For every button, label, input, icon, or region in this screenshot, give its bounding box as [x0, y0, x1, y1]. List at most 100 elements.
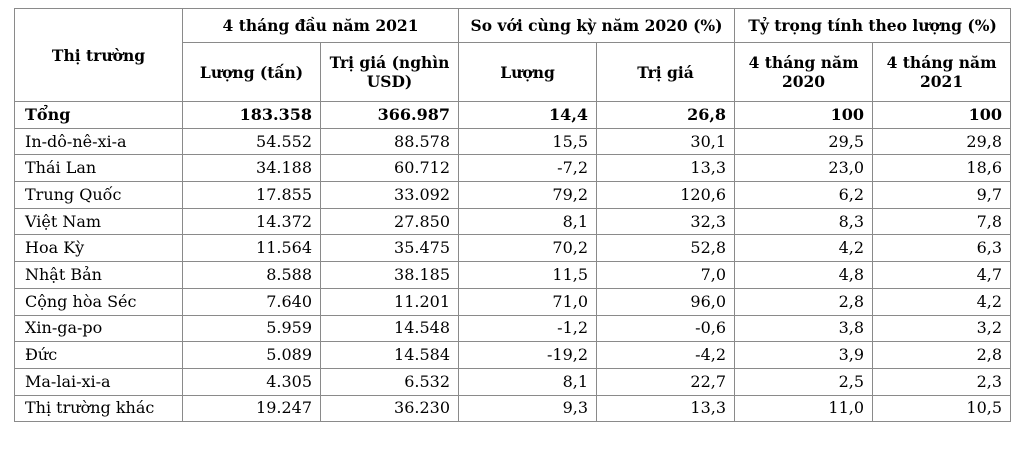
cell-yoy-value: 96,0: [596, 287, 736, 316]
cell-yoy-value: 26,8: [596, 101, 736, 129]
cell-market: Tổng: [14, 101, 183, 129]
cell-share-2020: 23,0: [734, 154, 874, 183]
cell-share-2021: 4,7: [872, 261, 1012, 289]
cell-share-2020: 100: [734, 101, 874, 129]
cell-share-2020: 8,3: [734, 207, 874, 236]
cell-value: 38.185: [319, 261, 460, 289]
header-qty: Lượng (tấn): [182, 42, 321, 102]
cell-share-2020: 2,8: [734, 287, 874, 316]
table-row: Thái Lan 34.188 60.712 -7,2 13,3 23,0 18,6: [14, 154, 1012, 183]
table-row: Trung Quốc 17.855 33.092 79,2 120,6 6,2 9,7: [14, 181, 1012, 209]
cell-share-2021: 4,2: [872, 287, 1012, 316]
header-yoy-value: Trị giá: [596, 42, 736, 102]
cell-share-2021: 18,6: [872, 154, 1012, 183]
cell-yoy-qty: 15,5: [458, 127, 598, 156]
cell-qty: 19.247: [182, 394, 321, 423]
header-share-2020: 4 tháng năm 2020: [734, 42, 874, 102]
cell-value: 14.548: [319, 314, 460, 343]
cell-yoy-qty: 8,1: [458, 207, 598, 236]
cell-yoy-value: 13,3: [596, 154, 736, 183]
table-row-total: Tổng 183.358 366.987 14,4 26,8 100 100: [14, 101, 1012, 129]
cell-qty: 5.959: [182, 314, 321, 343]
cell-yoy-qty: 9,3: [458, 394, 598, 423]
cell-market: Trung Quốc: [14, 181, 183, 209]
cell-share-2020: 3,8: [734, 314, 874, 343]
cell-share-2020: 11,0: [734, 394, 874, 423]
cell-market: Xin-ga-po: [14, 314, 183, 343]
cell-yoy-value: 22,7: [596, 367, 736, 396]
table-row: Xin-ga-po 5.959 14.548 -1,2 -0,6 3,8 3,2: [14, 314, 1012, 343]
cell-yoy-qty: 14,4: [458, 101, 598, 129]
cell-yoy-qty: 8,1: [458, 367, 598, 396]
header-yoy-qty: Lượng: [458, 42, 598, 102]
cell-qty: 17.855: [182, 181, 321, 209]
cell-yoy-qty: 71,0: [458, 287, 598, 316]
cell-qty: 34.188: [182, 154, 321, 183]
cell-value: 366.987: [319, 101, 460, 129]
cell-share-2020: 3,9: [734, 341, 874, 369]
cell-value: 60.712: [319, 154, 460, 183]
cell-market: Cộng hòa Séc: [14, 287, 183, 316]
table-row: Hoa Kỳ 11.564 35.475 70,2 52,8 4,2 6,3: [14, 234, 1012, 263]
cell-share-2021: 29,8: [872, 127, 1012, 156]
table-row: Đức 5.089 14.584 -19,2 -4,2 3,9 2,8: [14, 341, 1012, 369]
cell-market: In-dô-nê-xi-a: [14, 127, 183, 156]
table-body: Tổng 183.358 366.987 14,4 26,8 100 100 In-dô-nê…: [14, 101, 1012, 423]
cell-share-2021: 6,3: [872, 234, 1012, 263]
table-row: In-dô-nê-xi-a 54.552 88.578 15,5 30,1 29,5 29,…: [14, 127, 1012, 156]
cell-share-2021: 2,8: [872, 341, 1012, 369]
cell-yoy-qty: 79,2: [458, 181, 598, 209]
cell-value: 36.230: [319, 394, 460, 423]
cell-qty: 54.552: [182, 127, 321, 156]
header-group-share: Tỷ trọng tính theo lượng (%): [734, 8, 1012, 43]
cell-yoy-value: 7,0: [596, 261, 736, 289]
cell-market: Thị trường khác: [14, 394, 183, 423]
table-row: Cộng hòa Séc 7.640 11.201 71,0 96,0 2,8 4,2: [14, 287, 1012, 316]
cell-qty: 8.588: [182, 261, 321, 289]
table-row: Ma-lai-xi-a 4.305 6.532 8,1 22,7 2,5 2,3: [14, 367, 1012, 396]
cell-yoy-qty: -7,2: [458, 154, 598, 183]
cell-yoy-qty: 70,2: [458, 234, 598, 263]
cell-market: Ma-lai-xi-a: [14, 367, 183, 396]
cell-yoy-value: -4,2: [596, 341, 736, 369]
cell-share-2021: 7,8: [872, 207, 1012, 236]
cell-qty: 14.372: [182, 207, 321, 236]
cell-yoy-value: 120,6: [596, 181, 736, 209]
table-header: Thị trường 4 tháng đầu năm 2021 So với c…: [14, 8, 1012, 102]
cell-share-2020: 4,8: [734, 261, 874, 289]
cell-qty: 5.089: [182, 341, 321, 369]
cell-share-2020: 6,2: [734, 181, 874, 209]
cell-yoy-value: 13,3: [596, 394, 736, 423]
cell-share-2021: 10,5: [872, 394, 1012, 423]
cell-yoy-value: 30,1: [596, 127, 736, 156]
cell-yoy-value: 32,3: [596, 207, 736, 236]
cell-share-2021: 3,2: [872, 314, 1012, 343]
cell-share-2021: 100: [872, 101, 1012, 129]
cell-yoy-qty: -1,2: [458, 314, 598, 343]
header-market: Thị trường: [14, 8, 183, 102]
cell-market: Thái Lan: [14, 154, 183, 183]
cell-value: 35.475: [319, 234, 460, 263]
cell-yoy-qty: -19,2: [458, 341, 598, 369]
cell-value: 88.578: [319, 127, 460, 156]
cell-share-2021: 2,3: [872, 367, 1012, 396]
cell-value: 27.850: [319, 207, 460, 236]
header-group-yoy: So với cùng kỳ năm 2020 (%): [458, 8, 736, 43]
header-group-4m2021: 4 tháng đầu năm 2021: [181, 8, 460, 43]
table-row: Thị trường khác 19.247 36.230 9,3 13,3 11,0 10…: [14, 394, 1012, 423]
header-value: Trị giá (nghìn USD): [319, 42, 460, 102]
cell-qty: 11.564: [182, 234, 321, 263]
cell-value: 14.584: [319, 341, 460, 369]
table-row: Việt Nam 14.372 27.850 8,1 32,3 8,3 7,8: [14, 207, 1012, 236]
cell-value: 33.092: [319, 181, 460, 209]
cell-yoy-qty: 11,5: [458, 261, 598, 289]
cell-yoy-value: -0,6: [596, 314, 736, 343]
cell-value: 6.532: [319, 367, 460, 396]
market-data-table: Thị trường 4 tháng đầu năm 2021 So với c…: [14, 8, 1012, 423]
cell-qty: 4.305: [182, 367, 321, 396]
cell-market: Nhật Bản: [14, 261, 183, 289]
cell-value: 11.201: [319, 287, 460, 316]
cell-yoy-value: 52,8: [596, 234, 736, 263]
table-row: Nhật Bản 8.588 38.185 11,5 7,0 4,8 4,7: [14, 261, 1012, 289]
cell-share-2020: 2,5: [734, 367, 874, 396]
